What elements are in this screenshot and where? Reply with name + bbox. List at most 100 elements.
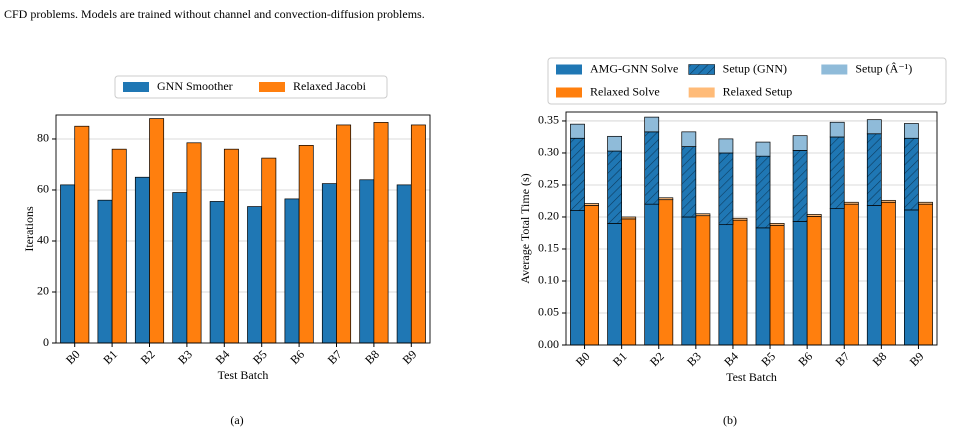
bar <box>918 201 933 205</box>
x-tick-label: B0 <box>63 347 83 367</box>
x-tick-label: B1 <box>100 347 120 367</box>
x-tick-label: B9 <box>400 347 420 367</box>
bar <box>607 223 623 346</box>
bar <box>681 131 697 147</box>
bar <box>621 216 637 220</box>
x-tick-label: B0 <box>573 349 593 369</box>
bar <box>769 224 785 346</box>
bar <box>792 221 808 346</box>
bar <box>732 219 748 346</box>
y-tick-label: 0 <box>43 335 49 349</box>
x-tick-label: B6 <box>795 349 815 369</box>
bar <box>172 192 188 344</box>
bar <box>866 205 882 346</box>
legend-label: GNN Smoother <box>157 79 233 93</box>
caption: CFD problems. Models are trained without… <box>4 7 425 21</box>
bar <box>134 176 150 344</box>
legend-swatch <box>821 64 848 75</box>
x-axis-label: Test Batch <box>726 370 777 384</box>
legend-swatch <box>556 64 582 75</box>
subcaption: (b) <box>723 413 737 427</box>
bar <box>584 205 599 346</box>
x-tick-label: B3 <box>175 347 195 367</box>
bar <box>644 131 660 205</box>
bar <box>769 223 785 226</box>
bar <box>570 137 585 211</box>
x-tick-label: B4 <box>721 349 741 369</box>
bar <box>644 116 660 133</box>
bar <box>866 119 882 135</box>
y-tick-label: 60 <box>37 182 49 196</box>
bar <box>396 184 412 344</box>
bar <box>321 183 337 344</box>
y-tick-label: 0.10 <box>538 273 559 287</box>
bar <box>373 122 389 344</box>
bar <box>111 148 127 344</box>
legend-swatch <box>556 87 582 98</box>
x-tick-label: B5 <box>250 347 270 367</box>
bar <box>658 197 674 201</box>
bar <box>681 146 697 218</box>
bar <box>359 179 375 344</box>
x-tick-label: B6 <box>287 347 307 367</box>
bar <box>149 118 165 344</box>
bar <box>918 203 933 346</box>
bar <box>732 217 748 221</box>
legend-label: Setup (Â⁻¹) <box>855 61 912 75</box>
bar <box>695 215 711 346</box>
legend-label: Relaxed Jacobi <box>293 79 367 93</box>
bar <box>880 199 896 203</box>
bar <box>681 216 697 346</box>
legend-label: Setup (GNN) <box>723 61 787 75</box>
legend-label: Relaxed Solve <box>590 84 660 98</box>
bar <box>806 215 822 346</box>
bar <box>829 121 845 138</box>
x-tick-label: B7 <box>325 347 345 367</box>
x-tick-label: B9 <box>907 349 927 369</box>
subcaption: (a) <box>230 413 243 427</box>
x-tick-label: B4 <box>213 347 233 367</box>
bar <box>247 206 263 344</box>
bar <box>792 135 808 151</box>
bar <box>584 203 599 206</box>
x-tick-label: B8 <box>362 347 382 367</box>
bar <box>695 213 711 217</box>
bar <box>718 138 734 154</box>
legend-swatch <box>123 82 149 92</box>
x-tick-label: B8 <box>870 349 890 369</box>
bar <box>410 124 426 344</box>
bar <box>570 123 585 139</box>
bar <box>209 201 225 344</box>
bar <box>843 203 859 346</box>
legend-swatch <box>688 87 715 98</box>
y-tick-label: 0.05 <box>538 305 559 319</box>
y-axis-label: Average Total Time (s) <box>518 173 532 283</box>
bar <box>186 142 202 344</box>
bar <box>904 137 919 211</box>
legend-swatch <box>259 82 285 92</box>
y-tick-label: 0.15 <box>538 241 559 255</box>
y-tick-label: 0.30 <box>538 145 559 159</box>
x-tick-label: B2 <box>647 349 667 369</box>
y-tick-label: 40 <box>37 233 49 247</box>
legend-label: AMG-GNN Solve <box>590 61 678 75</box>
bar <box>607 150 623 224</box>
y-tick-label: 20 <box>37 284 49 298</box>
bar <box>718 152 734 226</box>
legend-box <box>114 75 388 99</box>
bar <box>829 136 845 210</box>
x-tick-label: B2 <box>138 347 158 367</box>
bar <box>792 150 808 222</box>
x-tick-label: B1 <box>610 349 630 369</box>
bar <box>718 224 734 346</box>
x-axis-label: Test Batch <box>218 368 269 382</box>
y-tick-label: 0.00 <box>538 337 559 351</box>
bar <box>621 218 637 346</box>
bar <box>223 148 239 344</box>
plot-frame <box>55 114 431 344</box>
x-tick-label: B7 <box>833 349 853 369</box>
bar <box>644 203 660 346</box>
bar <box>755 227 771 346</box>
bar <box>829 208 845 346</box>
